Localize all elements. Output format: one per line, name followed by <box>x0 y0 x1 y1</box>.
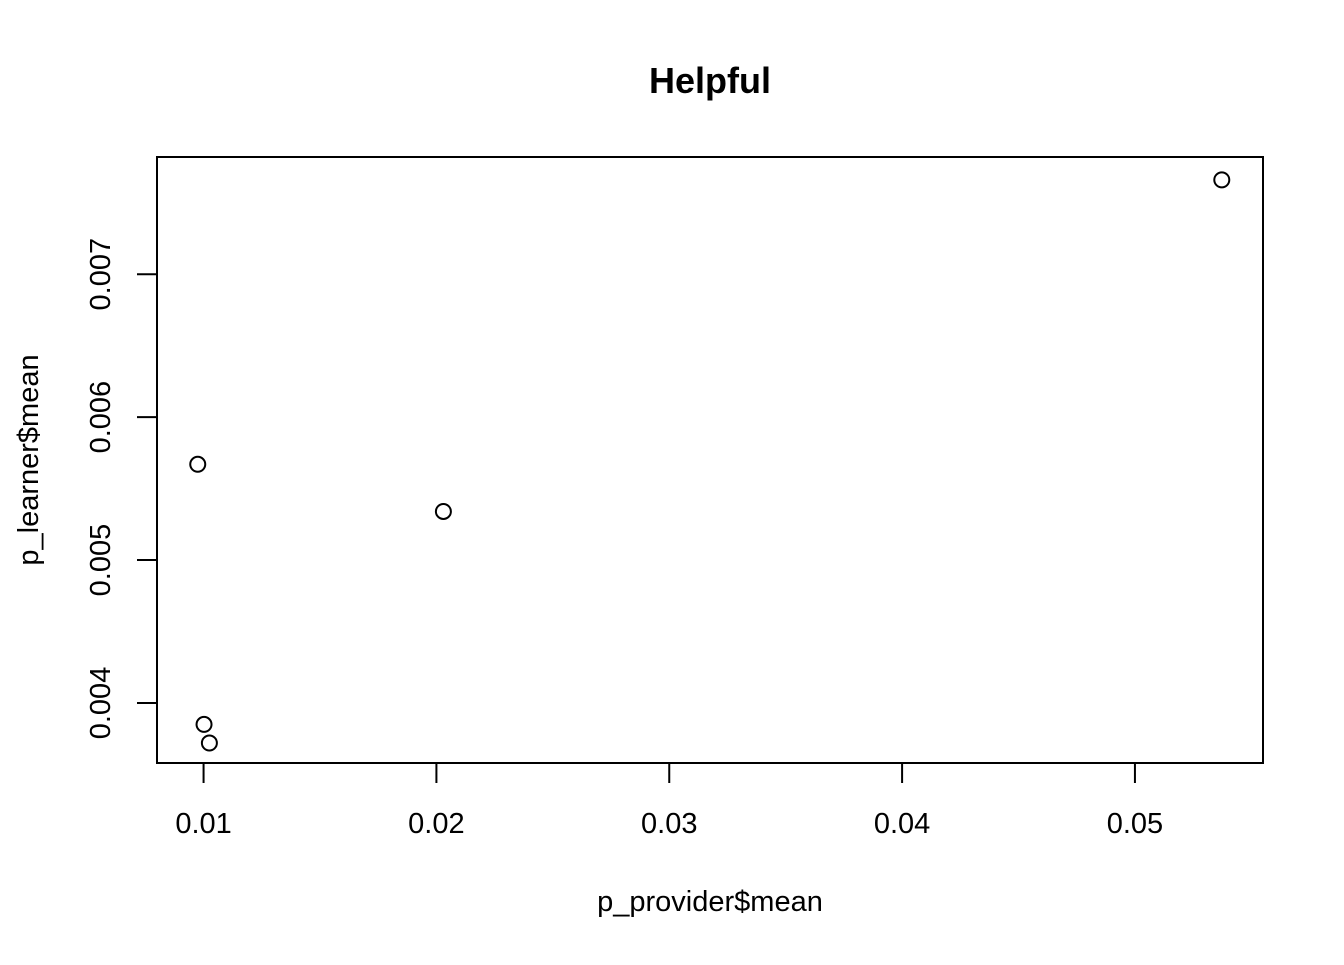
y-tick-label: 0.004 <box>85 667 117 740</box>
data-point <box>195 715 213 733</box>
x-axis: 0.01 0.02 0.03 0.04 0.05 <box>175 763 1163 840</box>
data-point <box>434 502 452 520</box>
y-axis-label: p_learner$mean <box>13 354 45 565</box>
x-tick-label: 0.04 <box>874 808 930 840</box>
x-tick-label: 0.01 <box>175 808 231 840</box>
y-axis: 0.004 0.005 0.006 0.007 <box>85 238 157 739</box>
data-points <box>189 171 1231 752</box>
x-axis-label: p_provider$mean <box>597 886 823 918</box>
y-tick-label: 0.005 <box>85 524 117 597</box>
data-point <box>1213 171 1231 189</box>
chart-title: Helpful <box>649 60 771 101</box>
x-tick-label: 0.03 <box>641 808 697 840</box>
y-tick-label: 0.006 <box>85 381 117 454</box>
data-point <box>200 734 218 752</box>
y-tick-label: 0.007 <box>85 238 117 311</box>
x-tick-label: 0.05 <box>1107 808 1163 840</box>
plot-frame <box>156 156 1264 764</box>
data-point <box>189 455 207 473</box>
x-tick-label: 0.02 <box>408 808 464 840</box>
